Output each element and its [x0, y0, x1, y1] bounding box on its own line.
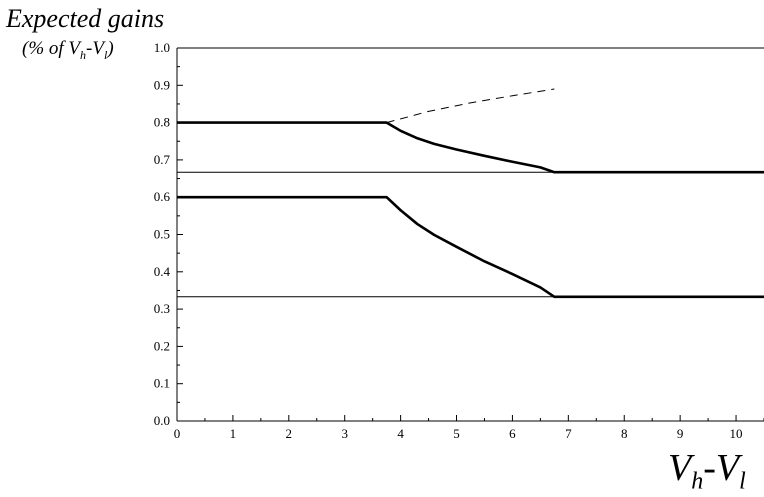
x-tick-label: 3: [341, 426, 348, 441]
x-tick-label: 6: [509, 426, 516, 441]
x-tick-label: 5: [453, 426, 460, 441]
x-title-dash: -V: [703, 447, 740, 489]
y-tick-label: 0.7: [154, 152, 171, 167]
x-axis-title: Vh-Vl: [668, 446, 746, 496]
y-tick-label: 0.5: [154, 227, 170, 242]
y-unit-close: ): [107, 38, 114, 59]
x-title-v: V: [668, 447, 692, 489]
y-tick-label: 0.1: [154, 376, 170, 391]
y-unit-dash: -V: [86, 38, 104, 59]
x-tick-label: 1: [230, 426, 237, 441]
x-title-sub-l: l: [739, 468, 746, 495]
dashed-series-line: [386, 88, 555, 124]
x-tick-label: 9: [677, 426, 684, 441]
y-axis-unit: (% of Vh-Vl): [22, 38, 114, 63]
y-tick-label: 0.0: [154, 413, 170, 428]
y-tick-label: 0.9: [154, 77, 170, 92]
y-tick-label: 0.3: [154, 301, 170, 316]
x-tick-label: 4: [397, 426, 404, 441]
y-tick-label: 0.8: [154, 115, 170, 130]
y-unit-open: (% of V: [22, 38, 81, 59]
y-tick-label: 0.4: [154, 264, 171, 279]
x-tick-label: 7: [565, 426, 572, 441]
thick-series-line: [177, 195, 764, 299]
x-title-sub-h: h: [691, 468, 704, 495]
y-axis-title: Expected gains: [6, 4, 165, 33]
x-tick-label: 10: [730, 426, 743, 441]
x-tick-label: 0: [174, 426, 181, 441]
y-tick-label: 1.0: [154, 40, 170, 55]
x-tick-label: 8: [621, 426, 628, 441]
y-tick-label: 0.2: [154, 338, 170, 353]
y-unit-sub-h: h: [80, 47, 87, 62]
thick-series-line: [177, 121, 764, 174]
x-tick-label: 2: [286, 426, 293, 441]
y-tick-label: 0.6: [154, 189, 171, 204]
y-unit-sub-l: l: [103, 47, 108, 62]
